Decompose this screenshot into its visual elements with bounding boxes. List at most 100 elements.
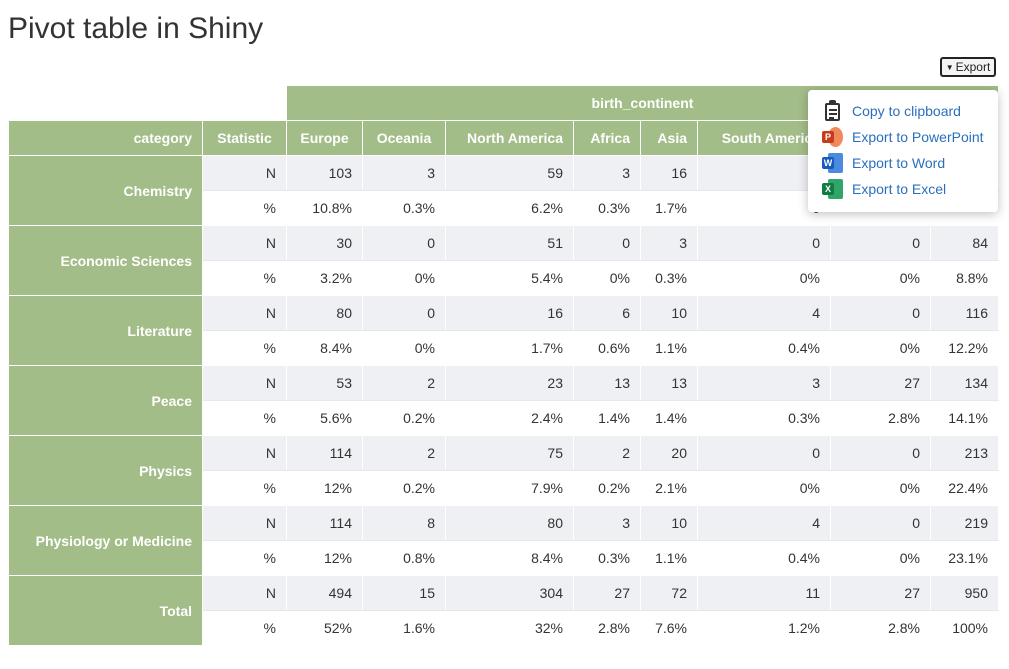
value-cell: 950 [930, 575, 999, 611]
statistic-cell: N [202, 155, 287, 191]
value-cell: 27 [573, 575, 641, 611]
value-cell: 1.4% [573, 400, 641, 436]
export-excel-item[interactable]: X Export to Excel [822, 178, 946, 200]
value-cell: 80 [445, 505, 574, 541]
value-cell: 0.3% [573, 190, 641, 226]
value-cell: 116 [930, 295, 999, 331]
statistic-cell: % [202, 470, 287, 506]
value-cell: 114 [286, 435, 363, 471]
value-cell: 1.1% [640, 330, 698, 366]
value-cell: 0% [573, 260, 641, 296]
value-cell: 219 [930, 505, 999, 541]
value-cell: 10 [640, 505, 698, 541]
value-cell: 23 [445, 365, 574, 401]
value-cell: 0.3% [640, 260, 698, 296]
value-cell: 3.2% [286, 260, 363, 296]
value-cell: 0.2% [362, 400, 446, 436]
value-cell: 7.9% [445, 470, 574, 506]
table-row: % 12% 0.2% 7.9% 0.2% 2.1% 0% 0% 22.4% [9, 470, 999, 506]
table-row: Economic Sciences N 30 0 51 0 3 0 0 84 [8, 225, 999, 296]
value-cell: 1.7% [640, 190, 698, 226]
value-cell: 16 [640, 155, 698, 191]
export-button[interactable]: ▼ Export [940, 57, 996, 77]
value-cell: 13 [573, 365, 641, 401]
value-cell: 13 [640, 365, 698, 401]
value-cell: 27 [830, 575, 931, 611]
category-label: Literature [8, 295, 203, 366]
value-cell: 1.1% [640, 540, 698, 576]
value-cell: 3 [697, 365, 831, 401]
statistic-cell: N [202, 365, 287, 401]
statistic-cell: N [202, 225, 287, 261]
table-row: %10.8%0.3%6.2%0.3%1.7%0 [9, 190, 999, 226]
value-cell: 0.2% [573, 470, 641, 506]
value-cell: 2.8% [573, 610, 641, 646]
corner-blank [8, 85, 203, 121]
value-cell: 3 [573, 505, 641, 541]
value-cell: 4 [697, 505, 831, 541]
value-cell: 8 [362, 505, 446, 541]
value-cell: 494 [286, 575, 363, 611]
value-cell: 0 [830, 435, 931, 471]
powerpoint-icon: P [822, 126, 844, 148]
value-cell: 84 [930, 225, 999, 261]
column-header: North America [445, 120, 574, 156]
row-header: category [8, 120, 203, 156]
value-cell: 304 [445, 575, 574, 611]
export-excel-label: Export to Excel [852, 181, 947, 197]
value-cell: 0 [830, 505, 931, 541]
table-row: Peace N 53 2 23 13 13 3 27 134 [8, 365, 999, 436]
value-cell: 0.2% [362, 470, 446, 506]
column-header: Asia [640, 120, 698, 156]
value-cell: 2 [573, 435, 641, 471]
statistic-cell: % [202, 260, 287, 296]
value-cell: 15 [362, 575, 446, 611]
category-label: Physics [8, 435, 203, 506]
value-cell: 0% [830, 470, 931, 506]
value-cell: 12.2% [930, 330, 999, 366]
value-cell: 8.8% [930, 260, 999, 296]
export-powerpoint-item[interactable]: P Export to PowerPoint [822, 126, 984, 148]
value-cell: 1.4% [640, 400, 698, 436]
stat-header: Statistic [202, 120, 287, 156]
value-cell: 6.2% [445, 190, 574, 226]
value-cell: 0.3% [362, 190, 446, 226]
table-row: % 52% 1.6% 32% 2.8% 7.6% 1.2% 2.8% 100% [9, 610, 999, 646]
value-cell: 0 [697, 225, 831, 261]
value-cell: 0% [830, 330, 931, 366]
export-button-label: Export [955, 60, 991, 74]
value-cell: 8.4% [286, 330, 363, 366]
value-cell: 0 [830, 225, 931, 261]
value-cell: 0 [830, 295, 931, 331]
statistic-cell: N [202, 295, 287, 331]
column-header: Oceania [362, 120, 446, 156]
excel-icon: X [822, 178, 844, 200]
value-cell: 3 [573, 155, 641, 191]
value-cell: 0.3% [573, 540, 641, 576]
value-cell: 16 [445, 295, 574, 331]
caret-down-icon: ▼ [945, 63, 954, 72]
value-cell: 0.8% [362, 540, 446, 576]
value-cell: 0% [362, 330, 446, 366]
value-cell: 7.6% [640, 610, 698, 646]
category-label: Peace [8, 365, 203, 436]
category-label: Economic Sciences [8, 225, 203, 296]
word-icon: W [822, 152, 844, 174]
value-cell: 114 [286, 505, 363, 541]
value-cell: 4 [697, 295, 831, 331]
page-title: Pivot table in Shiny [8, 12, 264, 45]
statistic-cell: % [202, 330, 287, 366]
column-header: Africa [573, 120, 641, 156]
value-cell: 2.4% [445, 400, 574, 436]
table-row: % 12% 0.8% 8.4% 0.3% 1.1% 0.4% 0% 23.1% [9, 540, 999, 576]
value-cell: 0% [697, 260, 831, 296]
column-header: Europe [286, 120, 363, 156]
table-row: % 3.2% 0% 5.4% 0% 0.3% 0% 0% 8.8% [9, 260, 999, 296]
export-word-item[interactable]: W Export to Word [822, 152, 945, 174]
table-row: % 8.4% 0% 1.7% 0.6% 1.1% 0.4% 0% 12.2% [9, 330, 999, 366]
copy-to-clipboard-item[interactable]: Copy to clipboard [822, 100, 961, 122]
value-cell: 10 [640, 295, 698, 331]
value-cell: 10.8% [286, 190, 363, 226]
value-cell: 30 [286, 225, 363, 261]
value-cell: 0.6% [573, 330, 641, 366]
